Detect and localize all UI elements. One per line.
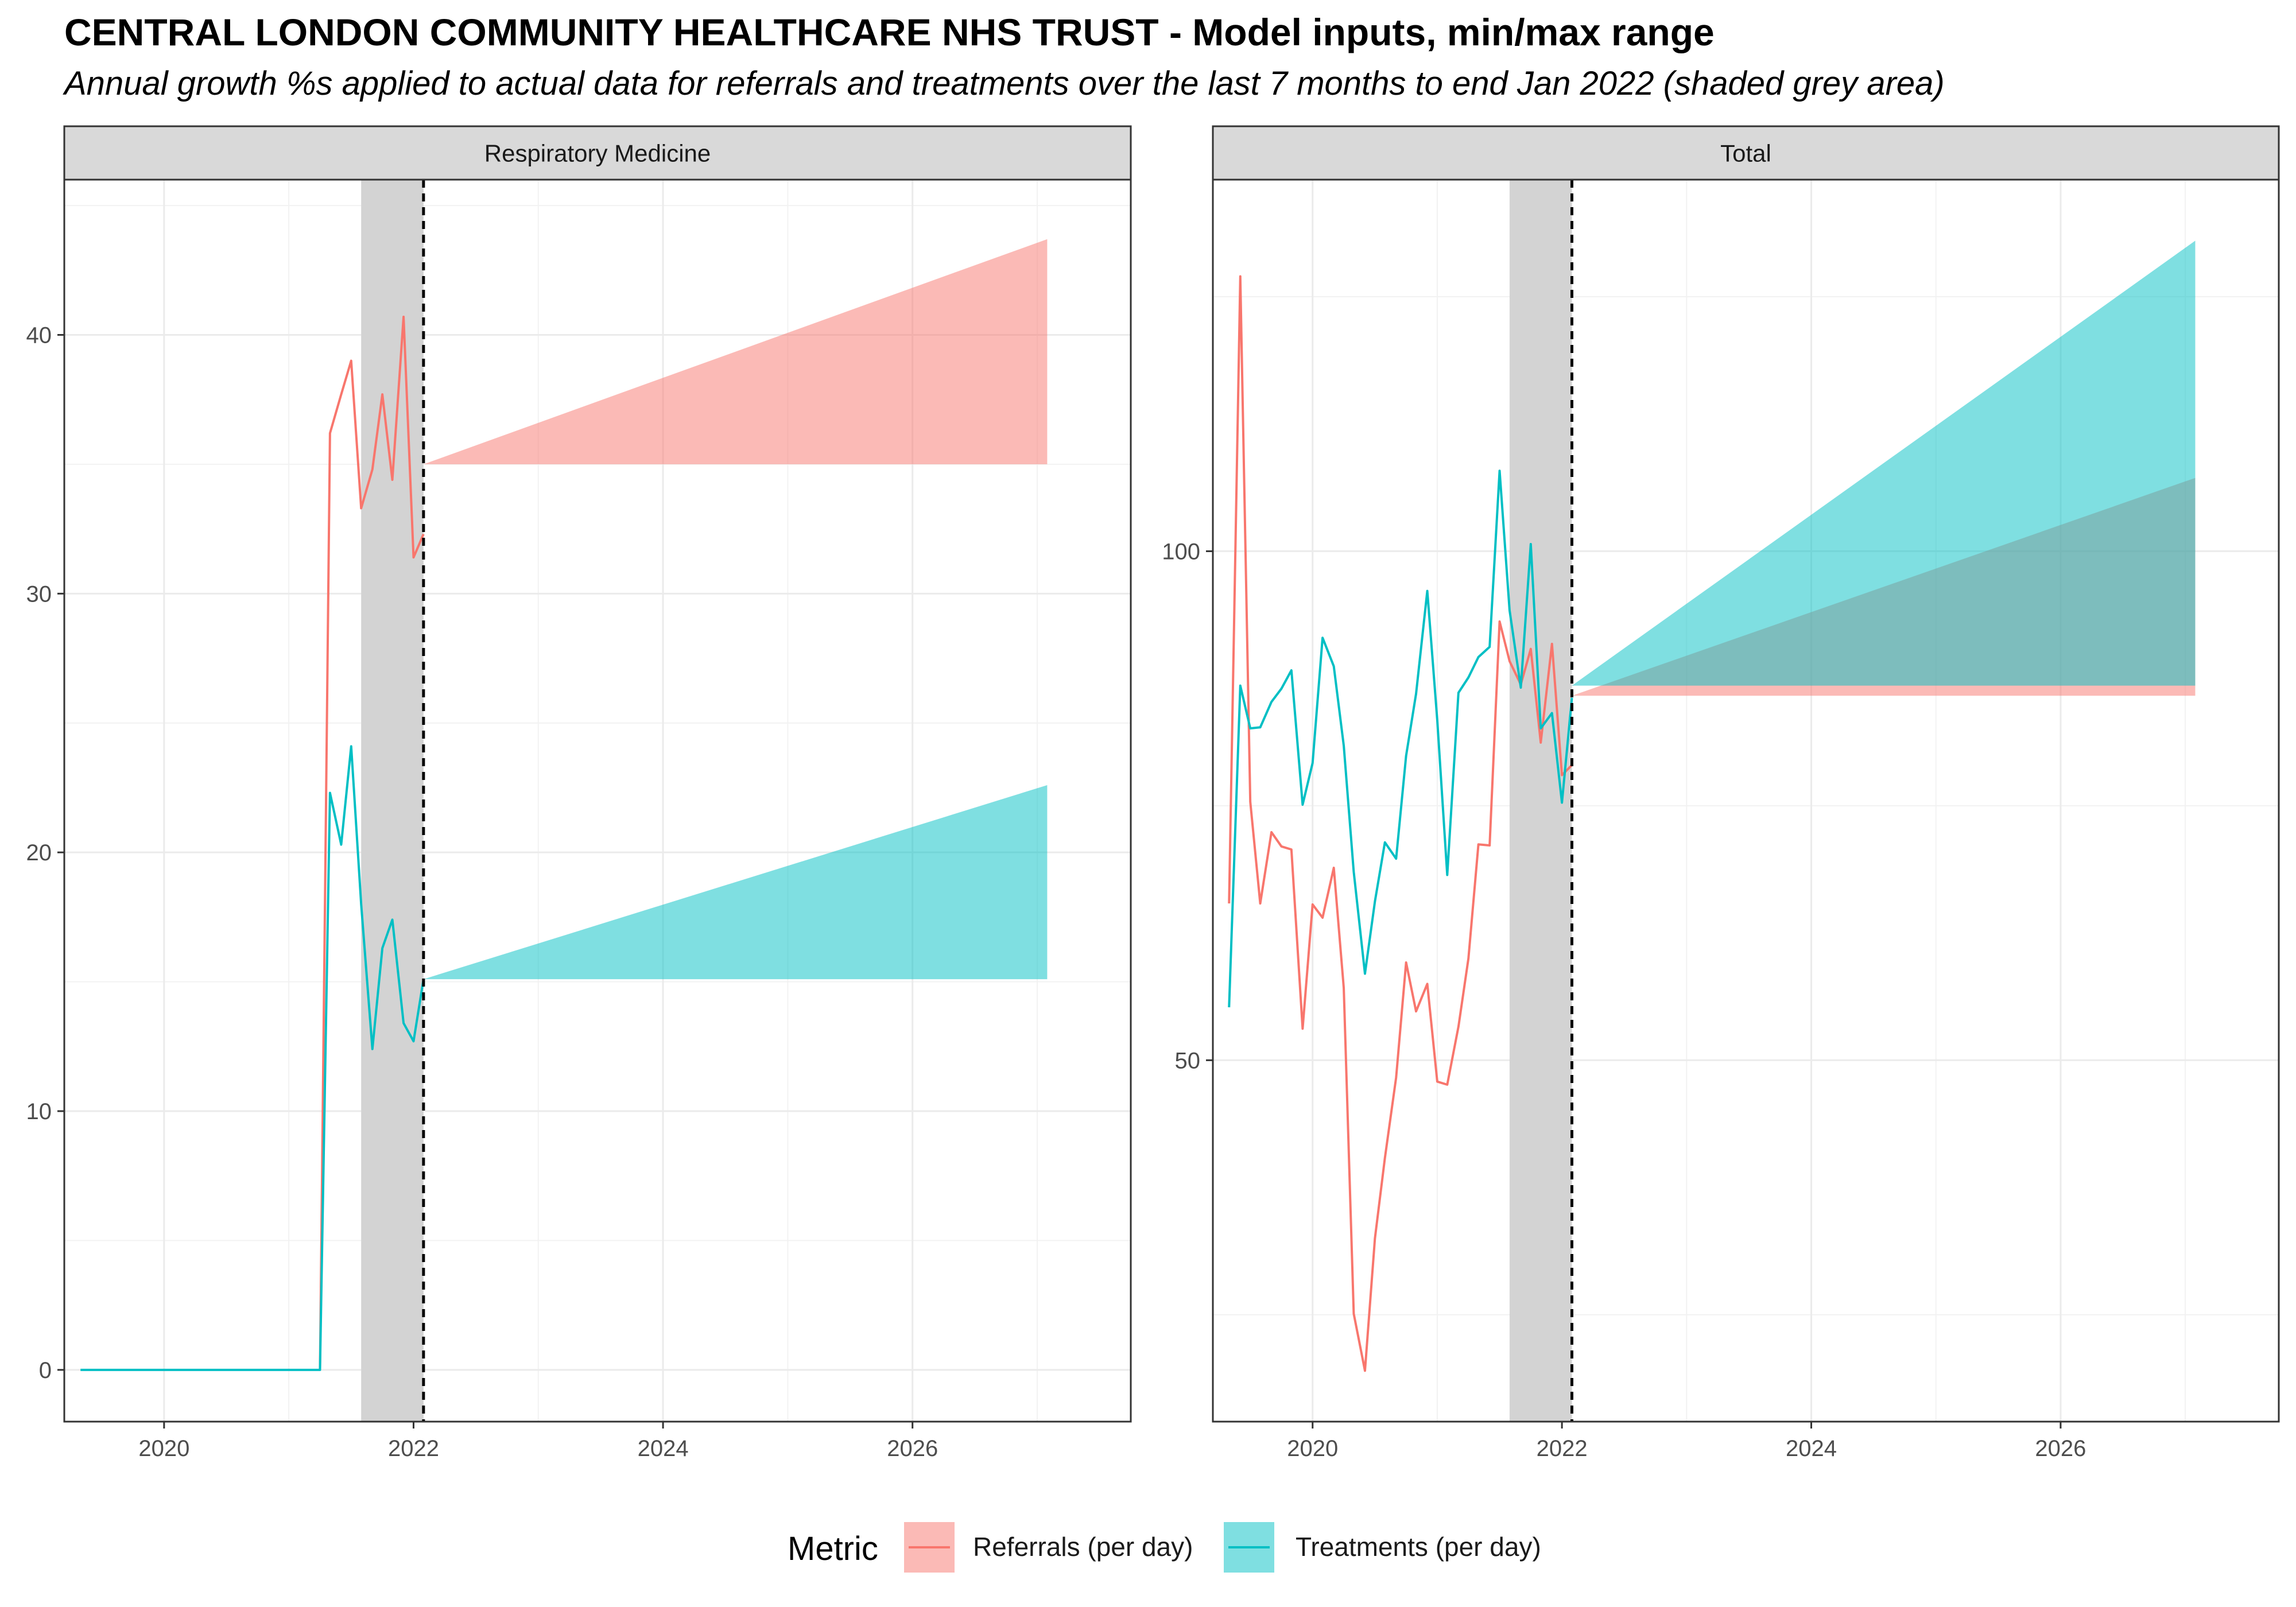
line-treatments-per-day [80,745,425,1371]
x-tick-label: 2024 [1786,1436,1837,1461]
y-tick-label: 50 [1175,1048,1201,1073]
page-subtitle: Annual growth %s applied to actual data … [64,65,1945,102]
x-tick-label: 2022 [1537,1436,1588,1461]
legend-label-treatments: Treatments (per day) [1296,1532,1541,1562]
y-tick-label: 30 [26,581,52,607]
facet-strip [1212,125,2280,181]
x-tick-label: 2020 [1287,1436,1338,1461]
panel-total: Total 2020 2022 2024 2026 50 100 [1162,125,2280,1461]
page-title: CENTRAL LONDON COMMUNITY HEALTHCARE NHS … [64,11,1715,53]
legend-title: Metric [788,1530,878,1567]
shaded-period [361,180,424,1422]
line-treatments-per-day [1228,469,1573,1008]
facet-strip-label: Respiratory Medicine [484,140,711,167]
facet-strip-label: Total [1720,140,1771,167]
x-tick-label: 2024 [638,1436,689,1461]
y-tick-label: 20 [26,840,52,865]
x-tick-label: 2026 [887,1436,938,1461]
line-referrals-per-day [319,315,425,1370]
legend: Metric Referrals (per day) Treatments (p… [788,1522,1541,1573]
x-tick-label: 2020 [138,1436,189,1461]
legend-label-referrals: Referrals (per day) [973,1532,1193,1562]
x-tick-label: 2022 [388,1436,439,1461]
band-referrals-per-day [423,239,1048,464]
band-treatments-per-day [1572,240,2196,686]
y-tick-label: 40 [26,323,52,348]
y-tick-label: 10 [26,1099,52,1124]
y-tick-label: 0 [39,1358,52,1383]
band-treatments-per-day [423,785,1048,980]
y-tick-label: 100 [1162,539,1200,564]
line-referrals-per-day [1228,275,1573,1372]
facet-strip [63,125,1132,181]
panel-respiratory-medicine: Respiratory Medicine 2020 2022 2024 2026 0 10 2… [26,125,1132,1461]
x-tick-label: 2026 [2035,1436,2086,1461]
